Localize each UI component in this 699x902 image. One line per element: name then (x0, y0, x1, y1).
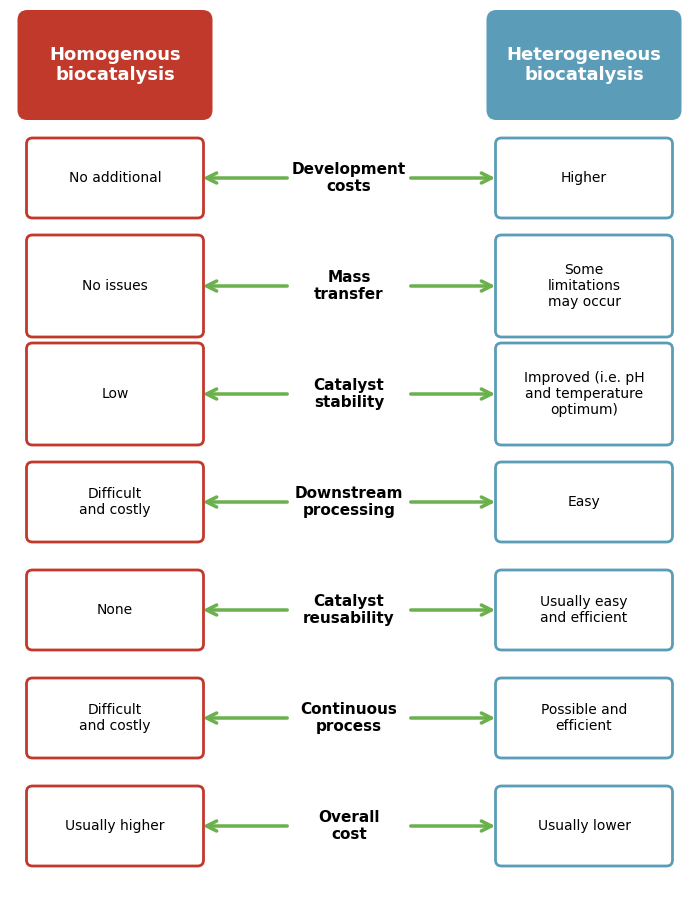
FancyBboxPatch shape (496, 462, 672, 542)
Text: No additional: No additional (69, 171, 161, 185)
FancyBboxPatch shape (496, 235, 672, 337)
Text: Usually lower: Usually lower (538, 819, 630, 833)
Text: Continuous
process: Continuous process (301, 702, 398, 734)
Text: Difficult
and costly: Difficult and costly (79, 703, 151, 733)
Text: No issues: No issues (82, 279, 148, 293)
Text: Easy: Easy (568, 495, 600, 509)
Text: Catalyst
reusability: Catalyst reusability (303, 594, 395, 626)
FancyBboxPatch shape (27, 678, 203, 758)
FancyBboxPatch shape (27, 462, 203, 542)
FancyBboxPatch shape (496, 570, 672, 650)
Text: Mass
transfer: Mass transfer (314, 270, 384, 302)
Text: Development
costs: Development costs (292, 161, 406, 194)
Text: Homogenous
biocatalysis: Homogenous biocatalysis (49, 46, 181, 85)
FancyBboxPatch shape (27, 786, 203, 866)
Text: Overall
cost: Overall cost (318, 810, 380, 842)
Text: Heterogeneous
biocatalysis: Heterogeneous biocatalysis (507, 46, 661, 85)
Text: Possible and
efficient: Possible and efficient (541, 703, 627, 733)
FancyBboxPatch shape (17, 10, 212, 120)
Text: Improved (i.e. pH
and temperature
optimum): Improved (i.e. pH and temperature optimu… (524, 371, 644, 418)
Text: Difficult
and costly: Difficult and costly (79, 487, 151, 517)
Text: Usually higher: Usually higher (65, 819, 165, 833)
FancyBboxPatch shape (27, 138, 203, 218)
Text: Low: Low (101, 387, 129, 401)
FancyBboxPatch shape (27, 343, 203, 445)
FancyBboxPatch shape (496, 786, 672, 866)
FancyBboxPatch shape (496, 678, 672, 758)
FancyBboxPatch shape (487, 10, 682, 120)
Text: Usually easy
and efficient: Usually easy and efficient (540, 595, 628, 625)
FancyBboxPatch shape (27, 570, 203, 650)
FancyBboxPatch shape (496, 343, 672, 445)
FancyBboxPatch shape (496, 138, 672, 218)
Text: Some
limitations
may occur: Some limitations may occur (547, 262, 621, 309)
Text: Higher: Higher (561, 171, 607, 185)
FancyBboxPatch shape (27, 235, 203, 337)
Text: Downstream
processing: Downstream processing (295, 486, 403, 519)
Text: None: None (97, 603, 133, 617)
Text: Catalyst
stability: Catalyst stability (314, 378, 384, 410)
